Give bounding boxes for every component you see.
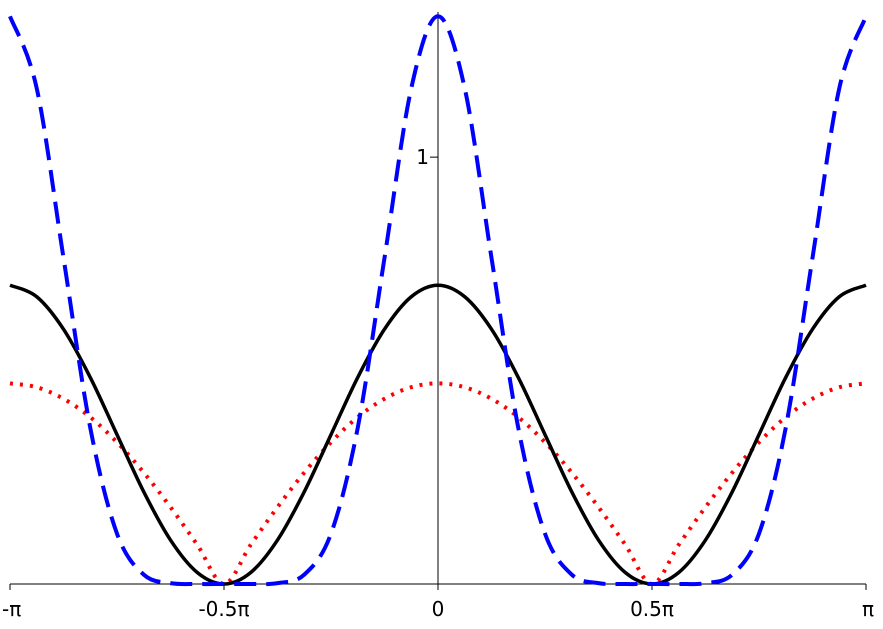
- x-tick-label: 0: [432, 597, 445, 621]
- x-tick-label: 0.5π: [630, 597, 674, 621]
- series-line: [9, 283, 867, 586]
- x-tick-label: π: [862, 597, 874, 621]
- series-line: [8, 14, 868, 587]
- y-tick-label: 1: [416, 145, 429, 169]
- x-tick-label: -0.5π: [198, 597, 249, 621]
- x-tick-label: -π: [2, 597, 21, 621]
